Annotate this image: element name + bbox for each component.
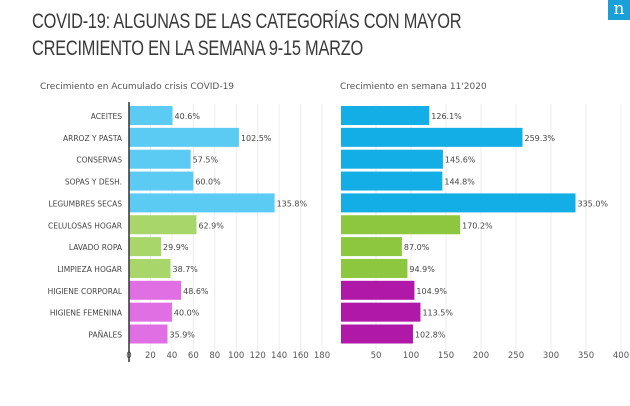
bar [129,215,197,235]
data-label: 57.5% [193,156,219,165]
category-label: CONSERVAS [76,156,122,165]
data-label: 35.9% [169,331,195,340]
data-label: 102.8% [415,331,446,340]
category-label: CELULOSAS HOGAR [48,221,122,230]
data-label: 62.9% [198,221,224,230]
bar [129,324,168,344]
category-label: ACEITES [91,112,123,121]
x-tick-label: 180 [314,351,330,361]
x-tick-label: 40 [166,351,177,361]
data-label: 104.9% [416,287,447,296]
data-label: 113.5% [422,309,453,318]
category-label: ARROZ Y PASTA [63,134,123,143]
data-label: 144.8% [444,178,475,187]
bar [341,302,421,322]
right-chart-title: Crecimiento en semana 11'2020 [340,82,487,92]
bar [129,106,173,125]
category-label: LEGUMBRES SECAS [48,199,122,208]
bar [341,215,461,235]
x-tick-label: 100 [228,351,244,361]
data-label: 40.6% [175,112,201,121]
bar [341,106,430,125]
bar [341,127,523,147]
bar [341,324,413,344]
x-tick-label: 140 [271,351,287,361]
category-label: SOPAS Y DESH. [65,178,122,187]
page-title: COVID-19: ALGUNAS DE LAS CATEGORÍAS CON … [32,10,462,60]
bar [341,171,443,191]
bar [341,258,408,278]
bar [129,127,239,147]
bar [341,149,443,169]
x-tick-label: 60 [188,351,199,361]
bar [129,237,162,257]
x-tick-label: 120 [250,351,266,361]
x-tick-label: 50 [371,351,382,361]
x-tick-label: 150 [438,351,454,361]
data-label: 94.9% [409,265,435,274]
bar [341,193,576,213]
left-chart-title: Crecimiento en Acumulado crisis COVID-19 [40,82,235,92]
bar [129,171,194,191]
category-label: HIGIENE FEMENINA [50,309,123,318]
category-label: HIGIENE CORPORAL [48,287,123,296]
data-label: 145.6% [445,156,476,165]
data-label: 126.1% [431,112,462,121]
data-label: 40.0% [174,309,200,318]
bar [129,149,191,169]
bar [129,280,182,300]
data-label: 29.9% [163,243,189,252]
bar [129,193,275,213]
data-label: 335.0% [578,199,609,208]
bar [341,237,402,257]
bar [341,280,415,300]
bar [129,258,171,278]
x-tick-label: 100 [403,351,419,361]
data-label: 38.7% [172,265,198,274]
x-tick-label: 400 [613,351,629,361]
x-tick-label: 80 [209,351,220,361]
data-label: 102.5% [241,134,272,143]
data-label: 87.0% [404,243,430,252]
category-label: LIMPIEZA HOGAR [57,265,122,274]
data-label: 170.2% [462,221,493,230]
category-label: LAVADO ROPA [69,243,123,252]
brand-logo: n [608,0,630,20]
x-tick-label: 300 [543,351,559,361]
bar [129,302,172,322]
category-label: PAÑALES [88,331,122,340]
x-tick-label: 160 [292,351,308,361]
data-label: 48.6% [183,287,209,296]
x-tick-label: 250 [508,351,524,361]
data-label: 60.0% [195,178,221,187]
x-tick-label: 20 [145,351,156,361]
data-label: 259.3% [525,134,556,143]
x-tick-label: 200 [473,351,489,361]
x-tick-label: 350 [578,351,594,361]
data-label: 135.8% [277,199,308,208]
